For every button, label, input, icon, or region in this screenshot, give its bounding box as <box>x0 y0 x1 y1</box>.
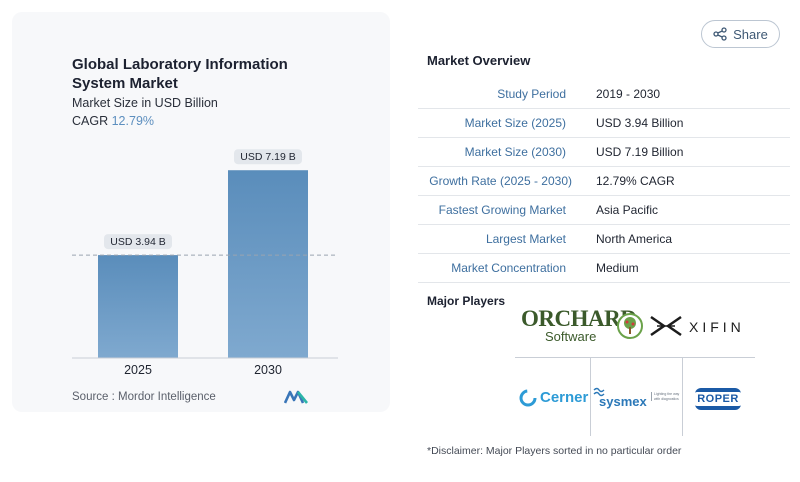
roper-logo: ROPER <box>694 388 742 410</box>
value-label: USD 3.94 B <box>110 236 165 248</box>
overview-row: Growth Rate (2025 - 2030) 12.79% CAGR <box>418 167 790 196</box>
cagr-value: 12.79% <box>111 114 155 128</box>
value-label-bg <box>104 234 172 250</box>
orchard-subword: Software <box>545 329 597 344</box>
overview-heading: Market Overview <box>427 53 531 68</box>
share-button[interactable]: Share <box>701 20 780 48</box>
overview-row: Largest Market North America <box>418 225 790 254</box>
overview-row: Fastest Growing Market Asia Pacific <box>418 196 790 225</box>
sysmex-tagline: Lighting the way with diagnostics <box>651 392 681 401</box>
overview-table: Study Period 2019 - 2030 Market Size (20… <box>418 80 790 283</box>
overview-key: Study Period <box>497 87 566 101</box>
overview-row: Market Size (2030) USD 7.19 Billion <box>418 138 790 167</box>
overview-value: USD 3.94 Billion <box>596 116 684 130</box>
xifin-logo: XIFIN <box>649 315 749 339</box>
category-label: 2025 <box>124 363 152 377</box>
chart-cagr: CAGR 12.79% <box>72 114 154 128</box>
overview-value: 12.79% CAGR <box>596 174 675 188</box>
cerner-c-icon <box>519 389 537 407</box>
category-label: 2030 <box>254 363 282 377</box>
chart-card <box>12 12 390 412</box>
grid-divider <box>590 357 591 436</box>
value-label-bg <box>234 149 302 165</box>
bar <box>228 170 308 358</box>
overview-value: North America <box>596 232 673 246</box>
source-label: Source : Mordor Intelligence <box>72 391 216 403</box>
overview-row: Market Concentration Medium <box>418 254 790 283</box>
orchard-tree-icon <box>617 313 643 339</box>
value-label: USD 7.19 B <box>240 151 295 163</box>
mordor-logo-icon <box>284 390 308 404</box>
xifin-x-icon <box>650 315 682 337</box>
overview-value: USD 7.19 Billion <box>596 145 684 159</box>
grid-divider <box>515 357 755 358</box>
overview-value: Medium <box>596 261 639 275</box>
cagr-label: CAGR <box>72 114 109 128</box>
orchard-logo: ORCHARD Software <box>521 307 643 349</box>
cerner-wordmark: Cerner <box>540 389 589 406</box>
bar <box>98 255 178 358</box>
overview-key: Growth Rate (2025 - 2030) <box>429 174 572 188</box>
overview-value: 2019 - 2030 <box>596 87 661 101</box>
sysmex-wordmark: sysmex <box>599 394 647 409</box>
share-label: Share <box>733 26 768 42</box>
chart-subtitle: Market Size in USD Billion <box>72 96 218 110</box>
share-icon <box>713 27 727 41</box>
overview-key: Market Size (2030) <box>464 145 566 159</box>
overview-row: Market Size (2025) USD 3.94 Billion <box>418 109 790 138</box>
grid-divider <box>682 357 683 436</box>
overview-key: Fastest Growing Market <box>438 203 566 217</box>
players-grid: ORCHARD Software XIFIN Cerner sysmex Lig <box>515 295 755 436</box>
sysmex-logo: sysmex Lighting the way with diagnostics <box>593 387 681 409</box>
overview-value: Asia Pacific <box>596 203 659 217</box>
overview-key: Market Size (2025) <box>464 116 566 130</box>
overview-key: Largest Market <box>485 232 566 246</box>
cerner-logo: Cerner <box>519 388 589 408</box>
xifin-wordmark: XIFIN <box>689 319 745 335</box>
disclaimer: *Disclaimer: Major Players sorted in no … <box>427 445 682 457</box>
chart-title: Global Laboratory Information System Mar… <box>72 56 288 92</box>
players-heading: Major Players <box>427 294 506 308</box>
sysmex-wave-icon <box>593 387 605 397</box>
roper-wordmark: ROPER <box>694 392 742 406</box>
overview-row: Study Period 2019 - 2030 <box>418 80 790 109</box>
bar-chart: USD 3.94 B 2025 USD 7.19 B 2030 <box>72 149 338 377</box>
overview-key: Market Concentration <box>451 261 566 275</box>
